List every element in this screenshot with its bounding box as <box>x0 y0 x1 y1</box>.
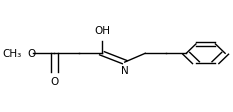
Text: CH₃: CH₃ <box>2 49 22 59</box>
Text: N: N <box>121 66 129 76</box>
Text: O: O <box>28 49 36 59</box>
Text: O: O <box>50 76 58 86</box>
Text: OH: OH <box>94 26 110 36</box>
